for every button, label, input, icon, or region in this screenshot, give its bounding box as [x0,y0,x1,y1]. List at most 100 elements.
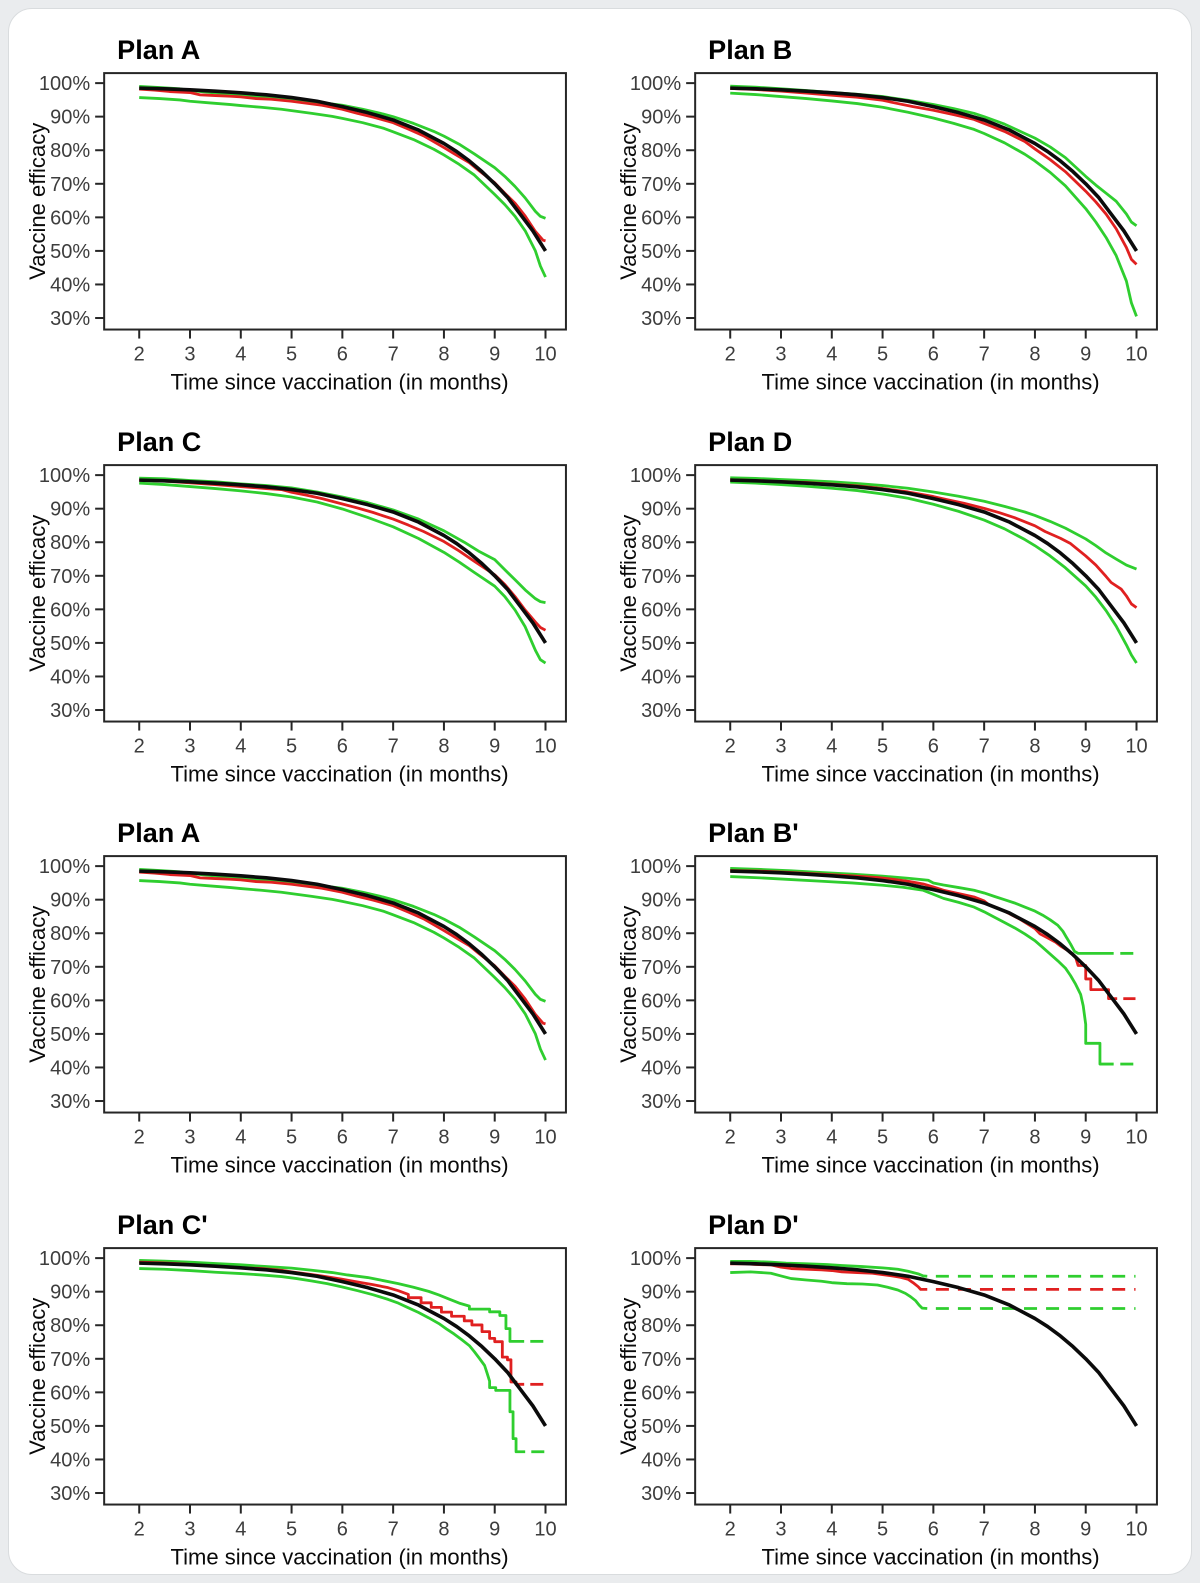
x-tick-label: 7 [388,1127,399,1149]
x-tick-label: 3 [184,1127,195,1149]
x-tick-label: 9 [489,735,500,757]
ci_lower-line [139,1267,526,1454]
x-tick-label: 8 [438,1127,449,1149]
plot-area: 100% 90% 80% 70% 60% 50% 40% 30% 2 3 4 5 6 7 8 9 10 [630,1247,1158,1541]
y-tick-label: 60% [50,1382,90,1404]
x-tick-label: 10 [1125,1127,1147,1149]
y-tick-label: 100% [630,856,681,878]
y-tick-label: 90% [641,1282,681,1304]
x-axis-label: Time since vaccination (in months) [171,1545,509,1570]
x-tick-label: 10 [1125,344,1147,366]
x-tick-label: 4 [235,735,246,757]
x-tick-label: 3 [184,1519,195,1541]
x-tick-label: 3 [775,344,786,366]
true_curve-line [730,477,1139,644]
x-tick-label: 5 [286,735,297,757]
x-tick-label: 7 [388,1519,399,1541]
panel-title: Plan C [117,427,201,457]
panel-title: Plan D [708,427,792,457]
plot-area: 100% 90% 80% 70% 60% 50% 40% 30% 2 3 4 5 6 7 8 9 10 [39,855,567,1149]
ci_lower-line [730,875,1114,1066]
y-tick-label: 80% [641,532,681,554]
ci_lower-line [730,91,1138,317]
x-tick-label: 5 [877,1127,888,1149]
y-tick-label: 30% [641,700,681,722]
x-tick-label: 8 [1029,1519,1040,1541]
y-axis-label: Vaccine efficacy [25,123,50,280]
y-tick-label: 100% [39,73,90,95]
x-tick-label: 5 [286,1127,297,1149]
x-tick-label: 4 [235,1519,246,1541]
ci_upper-line [139,476,546,604]
x-tick-label: 2 [134,1519,145,1541]
y-tick-label: 40% [50,1058,90,1080]
y-tick-label: 80% [50,1315,90,1337]
y-tick-label: 80% [641,1315,681,1337]
y-tick-label: 60% [50,991,90,1013]
x-tick-label: 4 [235,344,246,366]
y-tick-label: 40% [641,666,681,688]
x-tick-label: 4 [826,735,837,757]
y-tick-label: 100% [39,465,90,487]
y-tick-label: 40% [641,274,681,296]
y-tick-label: 90% [641,498,681,520]
y-tick-label: 50% [50,1024,90,1046]
y-axis-label: Vaccine efficacy [25,1298,50,1455]
x-tick-label: 5 [877,1519,888,1541]
y-tick-label: 60% [641,991,681,1013]
y-tick-label: 30% [641,308,681,330]
plot-border [694,855,1158,1114]
plot-area: 100% 90% 80% 70% 60% 50% 40% 30% 2 3 4 5 6 7 8 9 10 [39,72,567,366]
x-axis-label: Time since vaccination (in months) [762,1545,1100,1570]
true_curve-line [730,869,1139,1036]
y-tick-label: 90% [50,1282,90,1304]
x-tick-label: 6 [337,1127,348,1149]
y-axis-label: Vaccine efficacy [616,514,641,671]
vaccine-efficacy-chart: 100% 90% 80% 70% 60% 50% 40% 30% 2 3 4 5 6 7 8 9 10 Plan… [25,427,567,786]
y-tick-label: 70% [641,174,681,196]
x-tick-label: 2 [134,344,145,366]
ci_upper-line [139,868,547,1003]
x-tick-label: 2 [134,1127,145,1149]
y-tick-label: 100% [630,1248,681,1270]
y-tick-label: 80% [50,140,90,162]
y-tick-label: 70% [50,1349,90,1371]
x-tick-label: 3 [775,1127,786,1149]
x-tick-label: 8 [1029,1127,1040,1149]
panel-title: Plan C' [117,1210,208,1240]
x-tick-label: 7 [979,1519,990,1541]
x-tick-label: 8 [438,735,449,757]
chart-panel-plan-a2: 100% 90% 80% 70% 60% 50% 40% 30% 2 3 4 5 6 7 8 9 10 Plan… [9,792,600,1184]
y-tick-label: 30% [50,700,90,722]
vaccine-efficacy-chart: 100% 90% 80% 70% 60% 50% 40% 30% 2 3 4 5 6 7 8 9 10 Plan… [616,35,1158,395]
true_curve-line [139,869,548,1036]
y-tick-label: 90% [641,107,681,129]
x-tick-label: 2 [725,344,736,366]
x-tick-label: 9 [1080,1519,1091,1541]
y-tick-label: 80% [50,532,90,554]
x-tick-label: 6 [337,1519,348,1541]
vaccine-efficacy-chart: 100% 90% 80% 70% 60% 50% 40% 30% 2 3 4 5 6 7 8 9 10 Plan… [25,35,567,395]
y-tick-label: 90% [50,498,90,520]
panel-title: Plan A [117,818,200,848]
figure-card: 100% 90% 80% 70% 60% 50% 40% 30% 2 3 4 5 6 7 8 9 10 Plan… [8,8,1192,1575]
chart-panel-plan-c-prime: 100% 90% 80% 70% 60% 50% 40% 30% 2 3 4 5 6 7 8 9 10 Plan… [9,1184,600,1574]
x-axis-label: Time since vaccination (in months) [762,1153,1100,1178]
true_curve-line [139,477,548,644]
y-tick-label: 70% [50,565,90,587]
y-tick-label: 40% [641,1449,681,1471]
y-tick-label: 90% [641,890,681,912]
x-tick-label: 3 [184,735,195,757]
x-tick-label: 8 [1029,735,1040,757]
plot-area: 100% 90% 80% 70% 60% 50% 40% 30% 2 3 4 5 6 7 8 9 10 [39,463,567,757]
plot-border [694,463,1158,723]
ci_upper-line [139,1258,525,1343]
ci_lower-line [139,481,547,664]
x-tick-label: 2 [725,1127,736,1149]
x-tick-label: 4 [826,1519,837,1541]
x-tick-label: 7 [388,344,399,366]
x-tick-label: 4 [826,344,837,366]
y-tick-label: 60% [641,207,681,229]
x-tick-label: 3 [184,344,195,366]
panel-title: Plan A [117,35,200,65]
